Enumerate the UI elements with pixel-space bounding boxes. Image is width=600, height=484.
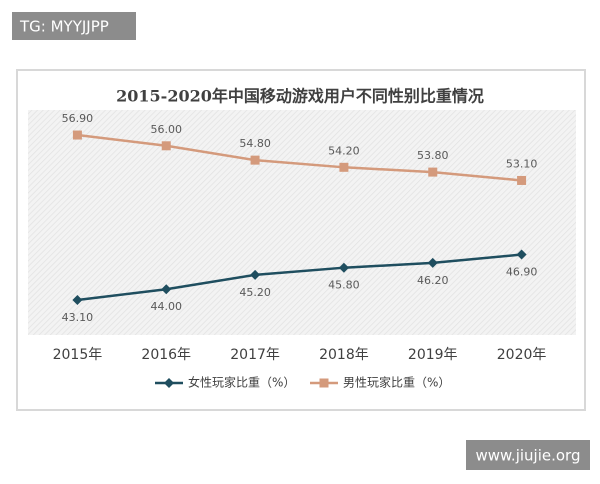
watermark-box	[12, 12, 136, 40]
series-line	[77, 253, 522, 302]
data-label: 46.90	[506, 266, 538, 279]
data-label: 46.20	[417, 274, 449, 287]
x-tick-label: 2015年	[53, 347, 103, 363]
data-label: 56.00	[151, 123, 183, 136]
data-label: 45.80	[328, 279, 360, 292]
chart-title: 2015-2020年中国移动游戏用户不同性别比重情况	[116, 87, 484, 106]
marker	[338, 262, 349, 273]
marker	[161, 141, 171, 151]
data-label: 45.20	[239, 286, 271, 299]
plot-area	[28, 110, 576, 335]
x-tick-label: 2020年	[497, 347, 547, 363]
legend-label: 女性玩家比重（%）	[188, 375, 295, 390]
marker	[250, 155, 260, 165]
legend-label: 男性玩家比重（%）	[343, 375, 450, 390]
series-line	[77, 133, 522, 182]
data-label: 43.10	[62, 311, 94, 324]
data-label: 53.80	[417, 149, 449, 162]
marker	[161, 284, 172, 295]
marker	[250, 269, 261, 280]
x-tick-label: 2019年	[408, 347, 458, 363]
legend-marker	[319, 378, 329, 388]
watermark-box	[466, 440, 590, 470]
data-label: 54.80	[239, 137, 271, 150]
x-tick-label: 2016年	[141, 347, 191, 363]
marker	[72, 130, 82, 140]
marker	[427, 257, 438, 268]
watermark: TG: MYYJJPP	[19, 18, 109, 36]
data-label: 54.20	[328, 144, 360, 157]
x-tick-label: 2018年	[319, 347, 369, 363]
x-tick-label: 2017年	[230, 347, 280, 363]
marker	[72, 294, 83, 305]
marker	[516, 249, 527, 260]
watermark: www.jiujie.org	[476, 447, 581, 465]
marker	[517, 175, 527, 185]
marker	[428, 167, 438, 177]
legend-marker	[164, 378, 174, 388]
data-label: 56.90	[62, 112, 94, 125]
marker	[339, 162, 349, 172]
data-label: 44.00	[151, 300, 183, 313]
data-label: 53.10	[506, 157, 538, 170]
